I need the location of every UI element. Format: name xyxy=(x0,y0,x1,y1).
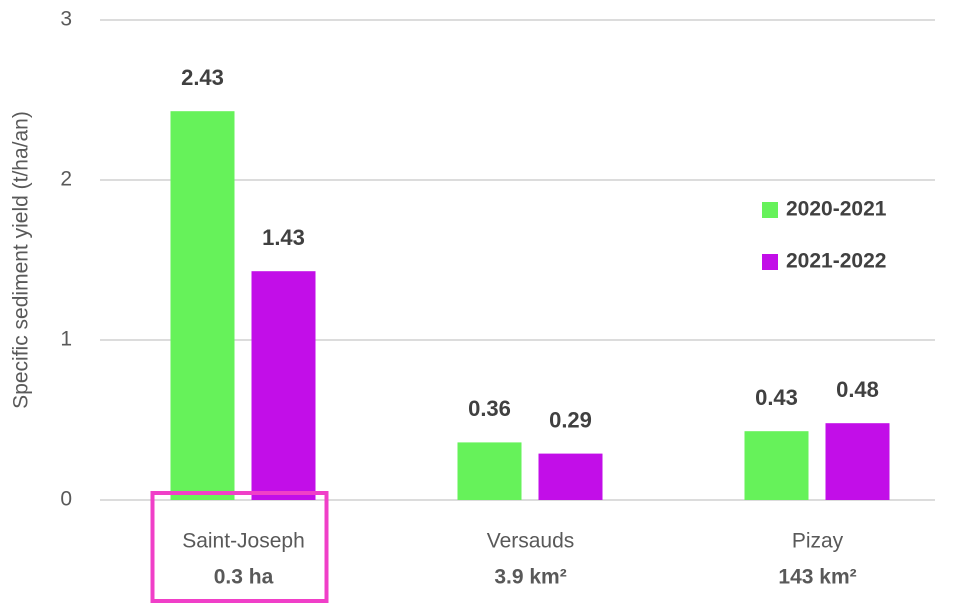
y-axis-label: Specific sediment yield (t/ha/an) xyxy=(10,111,33,409)
legend-swatch xyxy=(762,254,778,270)
x-tick-label: Pizay xyxy=(792,530,844,553)
value-label: 0.43 xyxy=(755,385,798,410)
bar xyxy=(457,442,522,500)
x-tick-label: Versauds xyxy=(487,530,575,553)
legend-label: 2021-2022 xyxy=(786,250,886,273)
x-tick-label: Saint-Joseph xyxy=(182,530,305,553)
y-tick-label: 0 xyxy=(60,488,72,511)
x-tick-detail: 143 km² xyxy=(778,566,856,589)
x-tick-detail: 3.9 km² xyxy=(494,566,566,589)
value-label: 0.36 xyxy=(468,396,511,421)
legend-label: 2020-2021 xyxy=(786,198,887,221)
value-label: 0.29 xyxy=(549,407,592,432)
x-tick-detail: 0.3 ha xyxy=(214,566,274,589)
y-tick-label: 3 xyxy=(60,8,72,31)
highlight-box xyxy=(150,491,329,603)
legend-swatch xyxy=(762,202,778,218)
value-label: 1.43 xyxy=(262,225,305,250)
value-label: 2.43 xyxy=(181,65,224,90)
bar xyxy=(251,271,316,500)
y-tick-label: 1 xyxy=(60,328,72,351)
value-label: 0.48 xyxy=(836,377,879,402)
bar xyxy=(825,423,890,500)
y-tick-label: 2 xyxy=(60,168,72,191)
bar xyxy=(744,431,809,500)
bar xyxy=(538,453,603,500)
bar xyxy=(170,111,235,500)
